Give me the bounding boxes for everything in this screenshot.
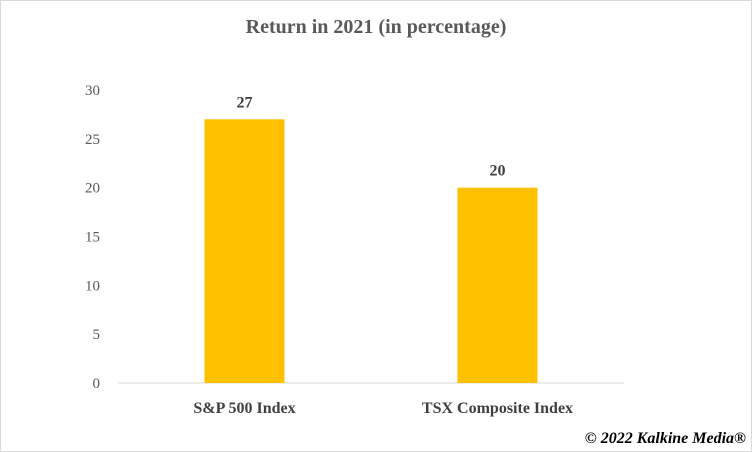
- data-label: 20: [490, 163, 506, 180]
- bar: [457, 187, 538, 383]
- copyright-notice: © 2022 Kalkine Media®: [584, 430, 746, 447]
- y-tick-label: 20: [85, 181, 100, 197]
- y-tick-label: 30: [85, 83, 100, 99]
- y-tick-label: 5: [93, 327, 101, 343]
- bar: [204, 119, 285, 384]
- y-tick-label: 10: [85, 278, 100, 294]
- category-label: TSX Composite Index: [422, 400, 573, 417]
- chart-title: Return in 2021 (in percentage): [245, 16, 507, 38]
- category-label: S&P 500 Index: [193, 400, 295, 417]
- y-tick-label: 25: [85, 132, 100, 148]
- y-tick-label: 0: [93, 376, 101, 392]
- y-tick-label: 15: [85, 230, 100, 246]
- data-label: 27: [237, 94, 253, 111]
